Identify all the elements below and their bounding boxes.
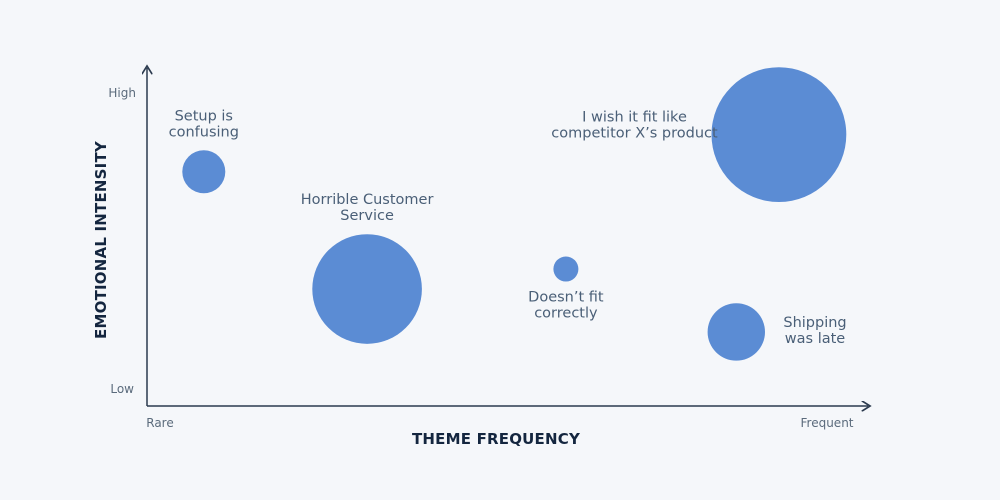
bubble-label-1-line-0: Horrible Customer [301, 192, 434, 208]
bubble-label-0-line-1: confusing [169, 124, 239, 140]
bubble-0 [182, 150, 226, 194]
bubble-label-3-line-0: I wish it fit like [582, 110, 687, 126]
y-tick-low: Low [110, 382, 134, 396]
bubble-label-0: Setup is confusing [169, 108, 239, 140]
bubble-label-1-line-1: Service [340, 208, 394, 224]
bubble-4 [707, 303, 765, 361]
x-axis-title: THEME FREQUENCY [412, 430, 581, 448]
y-axis-title: EMOTIONAL INTENSITY [92, 140, 110, 339]
bubble-3 [711, 67, 847, 202]
bubble-label-3-line-1: competitor X’s product [551, 126, 718, 142]
bubble-label-4: Shipping was late [783, 315, 846, 347]
y-tick-high: High [108, 86, 136, 100]
bubble-label-0-line-0: Setup is [175, 108, 233, 124]
bubble-label-2-line-1: correctly [534, 306, 598, 322]
x-tick-high: Frequent [801, 416, 854, 430]
x-tick-low: Rare [146, 416, 173, 430]
bubble-label-3: I wish it fit like competitor X’s product [551, 110, 718, 142]
bubble-label-2: Doesn’t fit correctly [528, 290, 604, 322]
bubble-2 [553, 256, 579, 282]
bubbles-layer: Setup is confusing Horrible Customer Servic… [169, 67, 847, 361]
bubble-label-1: Horrible Customer Service [301, 192, 434, 224]
bubble-label-2-line-0: Doesn’t fit [528, 290, 604, 306]
bubble-label-4-line-1: was late [785, 331, 846, 347]
bubble-label-4-line-0: Shipping [783, 315, 846, 331]
bubble-1 [312, 234, 422, 344]
